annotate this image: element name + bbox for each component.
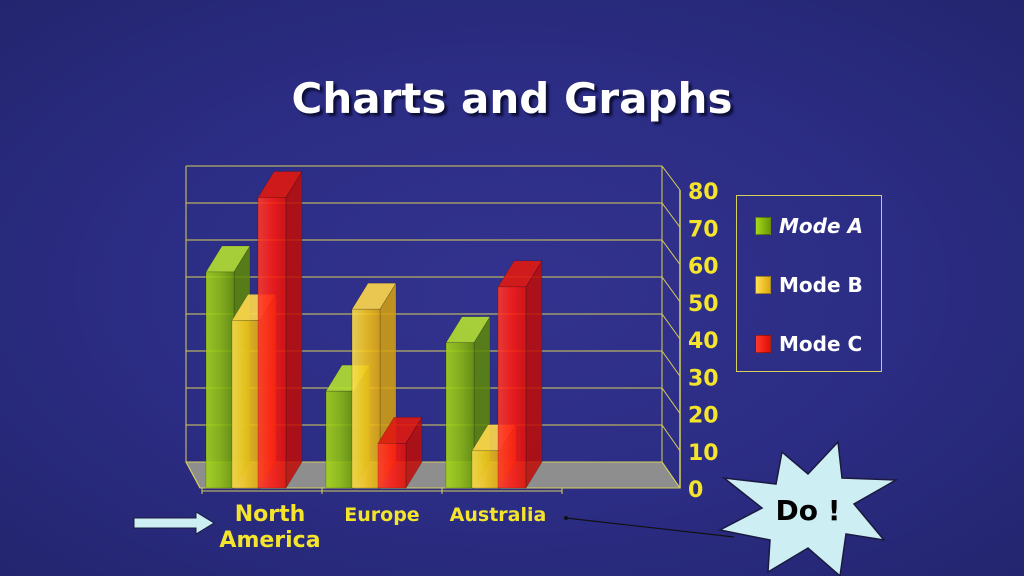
bar-front-face [325, 390, 355, 489]
bar-front-face [351, 308, 381, 489]
bar-front-face [471, 450, 501, 489]
legend-label-mode-c: Mode C [779, 332, 863, 356]
bar-mode-c-cat-2 [497, 259, 543, 490]
chart-title: Charts and Graphs [291, 74, 733, 123]
bar-front-face [205, 271, 235, 489]
annotations: Do ! [133, 440, 899, 576]
x-category-label: North America [219, 502, 321, 553]
side-gridline-30 [661, 350, 681, 377]
callout-label: Do ! [776, 494, 841, 527]
x-category-label: Europe [344, 504, 420, 526]
legend: Mode A Mode B Mode C [736, 195, 882, 372]
bar-front-face [445, 342, 475, 489]
y-tick-label: 30 [688, 366, 719, 391]
side-gridline-70 [661, 202, 681, 228]
y-tick-label: 0 [688, 478, 703, 503]
bar-front-face [231, 320, 261, 489]
bar-front-face [497, 286, 527, 489]
y-tick-label: 20 [688, 404, 719, 429]
bar-mode-c-cat-1 [377, 416, 423, 490]
side-gridline-60 [661, 239, 681, 265]
legend-swatch-mode-a [755, 217, 771, 235]
y-tick-label: 40 [688, 329, 719, 354]
bar-mode-c-cat-0 [257, 170, 303, 490]
bar-side-face [525, 259, 543, 490]
y-tick-label: 60 [688, 255, 719, 280]
legend-swatch-mode-c [755, 335, 771, 353]
side-gridline-50 [661, 276, 681, 303]
side-gridline-10 [661, 424, 681, 452]
x-category-label: Australia [449, 504, 547, 526]
side-gridline-40 [661, 313, 681, 340]
legend-item-mode-b: Mode B [755, 272, 863, 298]
legend-swatch-mode-b [755, 276, 771, 294]
callout-leader-dot [564, 516, 568, 520]
bar-side-face [285, 170, 303, 490]
side-gridline-20 [661, 387, 681, 414]
legend-item-mode-a: Mode A [755, 213, 863, 239]
starburst-callout [717, 440, 899, 576]
bars-layer [205, 170, 543, 490]
legend-item-mode-c: Mode C [755, 331, 862, 357]
grid-layer [185, 165, 681, 494]
callout-leader-line [565, 517, 735, 538]
legend-label-mode-a: Mode A [779, 214, 863, 238]
pointer-arrow [133, 511, 215, 535]
floor-left-edge [185, 461, 201, 489]
legend-label-mode-b: Mode B [779, 273, 863, 297]
side-gridline-0 [661, 461, 681, 489]
y-tick-label: 10 [688, 441, 719, 466]
bar-front-face [377, 442, 407, 489]
side-gridline-80 [661, 165, 681, 191]
bar-front-face [257, 197, 287, 489]
y-tick-labels: 0 10 20 30 40 50 60 70 80 [688, 180, 719, 503]
y-tick-label: 70 [688, 217, 719, 242]
y-tick-label: 50 [688, 292, 719, 317]
y-tick-label: 80 [688, 180, 719, 205]
